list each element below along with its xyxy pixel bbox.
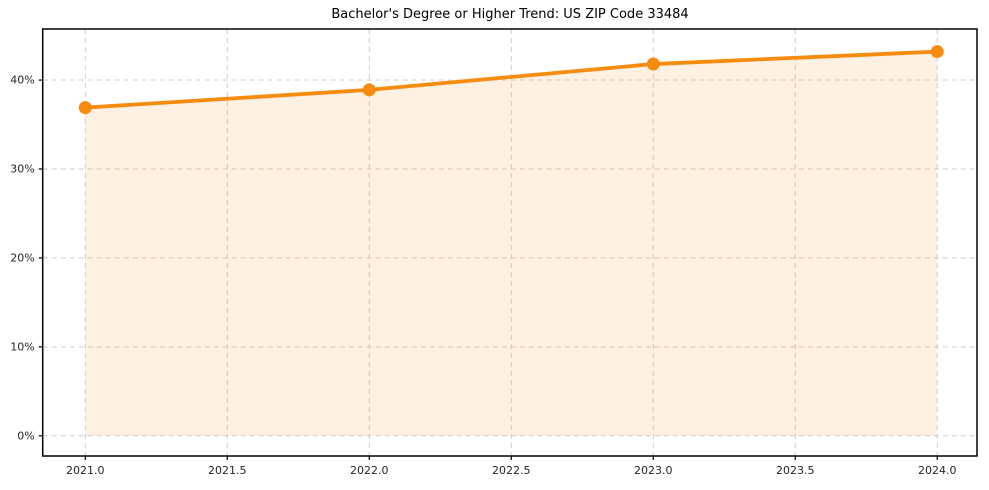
x-tick-label: 2024.0	[918, 464, 957, 477]
data-point	[78, 101, 92, 115]
chart-title: Bachelor's Degree or Higher Trend: US ZI…	[331, 7, 689, 22]
y-tick-label: 20%	[10, 251, 34, 264]
x-tick-label: 2021.5	[208, 464, 247, 477]
y-tick-label: 10%	[10, 340, 34, 353]
x-tick-label: 2022.5	[492, 464, 531, 477]
area-fill	[85, 51, 938, 436]
y-tick-label: 30%	[10, 162, 34, 175]
data-point	[646, 57, 660, 71]
y-tick-label: 40%	[10, 74, 34, 87]
x-tick-label: 2023.5	[776, 464, 815, 477]
x-tick-label: 2022.0	[350, 464, 389, 477]
trend-line	[83, 49, 940, 110]
x-tick-label: 2023.0	[634, 464, 673, 477]
plot-border	[41, 28, 978, 457]
y-tick-label: 0%	[17, 429, 34, 442]
x-tick-label: 2021.0	[66, 464, 105, 477]
data-point	[930, 45, 944, 59]
data-point	[362, 83, 376, 97]
